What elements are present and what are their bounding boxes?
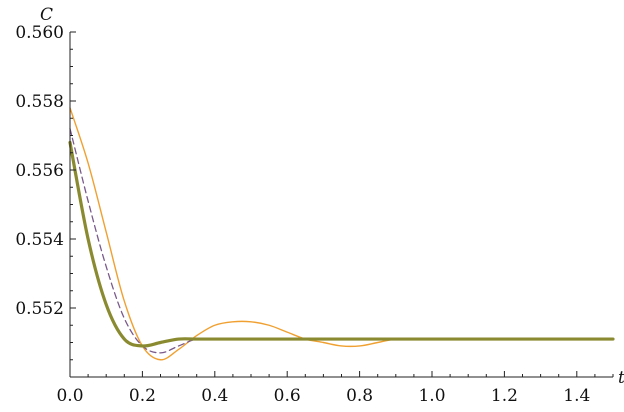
y-axis-label: C (40, 5, 53, 25)
series-line-3 (68, 140, 615, 348)
plot-lines (68, 107, 615, 361)
series-line-1 (69, 107, 614, 361)
x-tick-label: 1.4 (563, 386, 590, 406)
y-ticks: 0.552 0.554 0.556 0.558 0.560 (15, 23, 76, 378)
x-tick-label: 0.0 (56, 386, 83, 406)
axes (69, 32, 613, 378)
x-tick-label: 0.6 (274, 386, 301, 406)
x-tick-label: 0.8 (346, 386, 373, 406)
y-tick-label: 0.558 (15, 92, 64, 112)
x-tick-label: 1.2 (491, 386, 518, 406)
x-tick-label: 0.2 (129, 386, 156, 406)
x-ticks: 0.0 0.2 0.4 0.6 0.8 1.0 1.2 1.4 (56, 371, 614, 406)
y-tick-label: 0.560 (15, 23, 64, 43)
y-tick-label: 0.554 (15, 230, 64, 250)
y-tick-label: 0.552 (15, 299, 64, 319)
x-tick-label: 1.0 (418, 386, 445, 406)
x-axis-label: t (618, 368, 624, 388)
x-tick-label: 0.4 (201, 386, 228, 406)
y-tick-label: 0.556 (15, 161, 64, 181)
series-line-2 (69, 127, 614, 354)
